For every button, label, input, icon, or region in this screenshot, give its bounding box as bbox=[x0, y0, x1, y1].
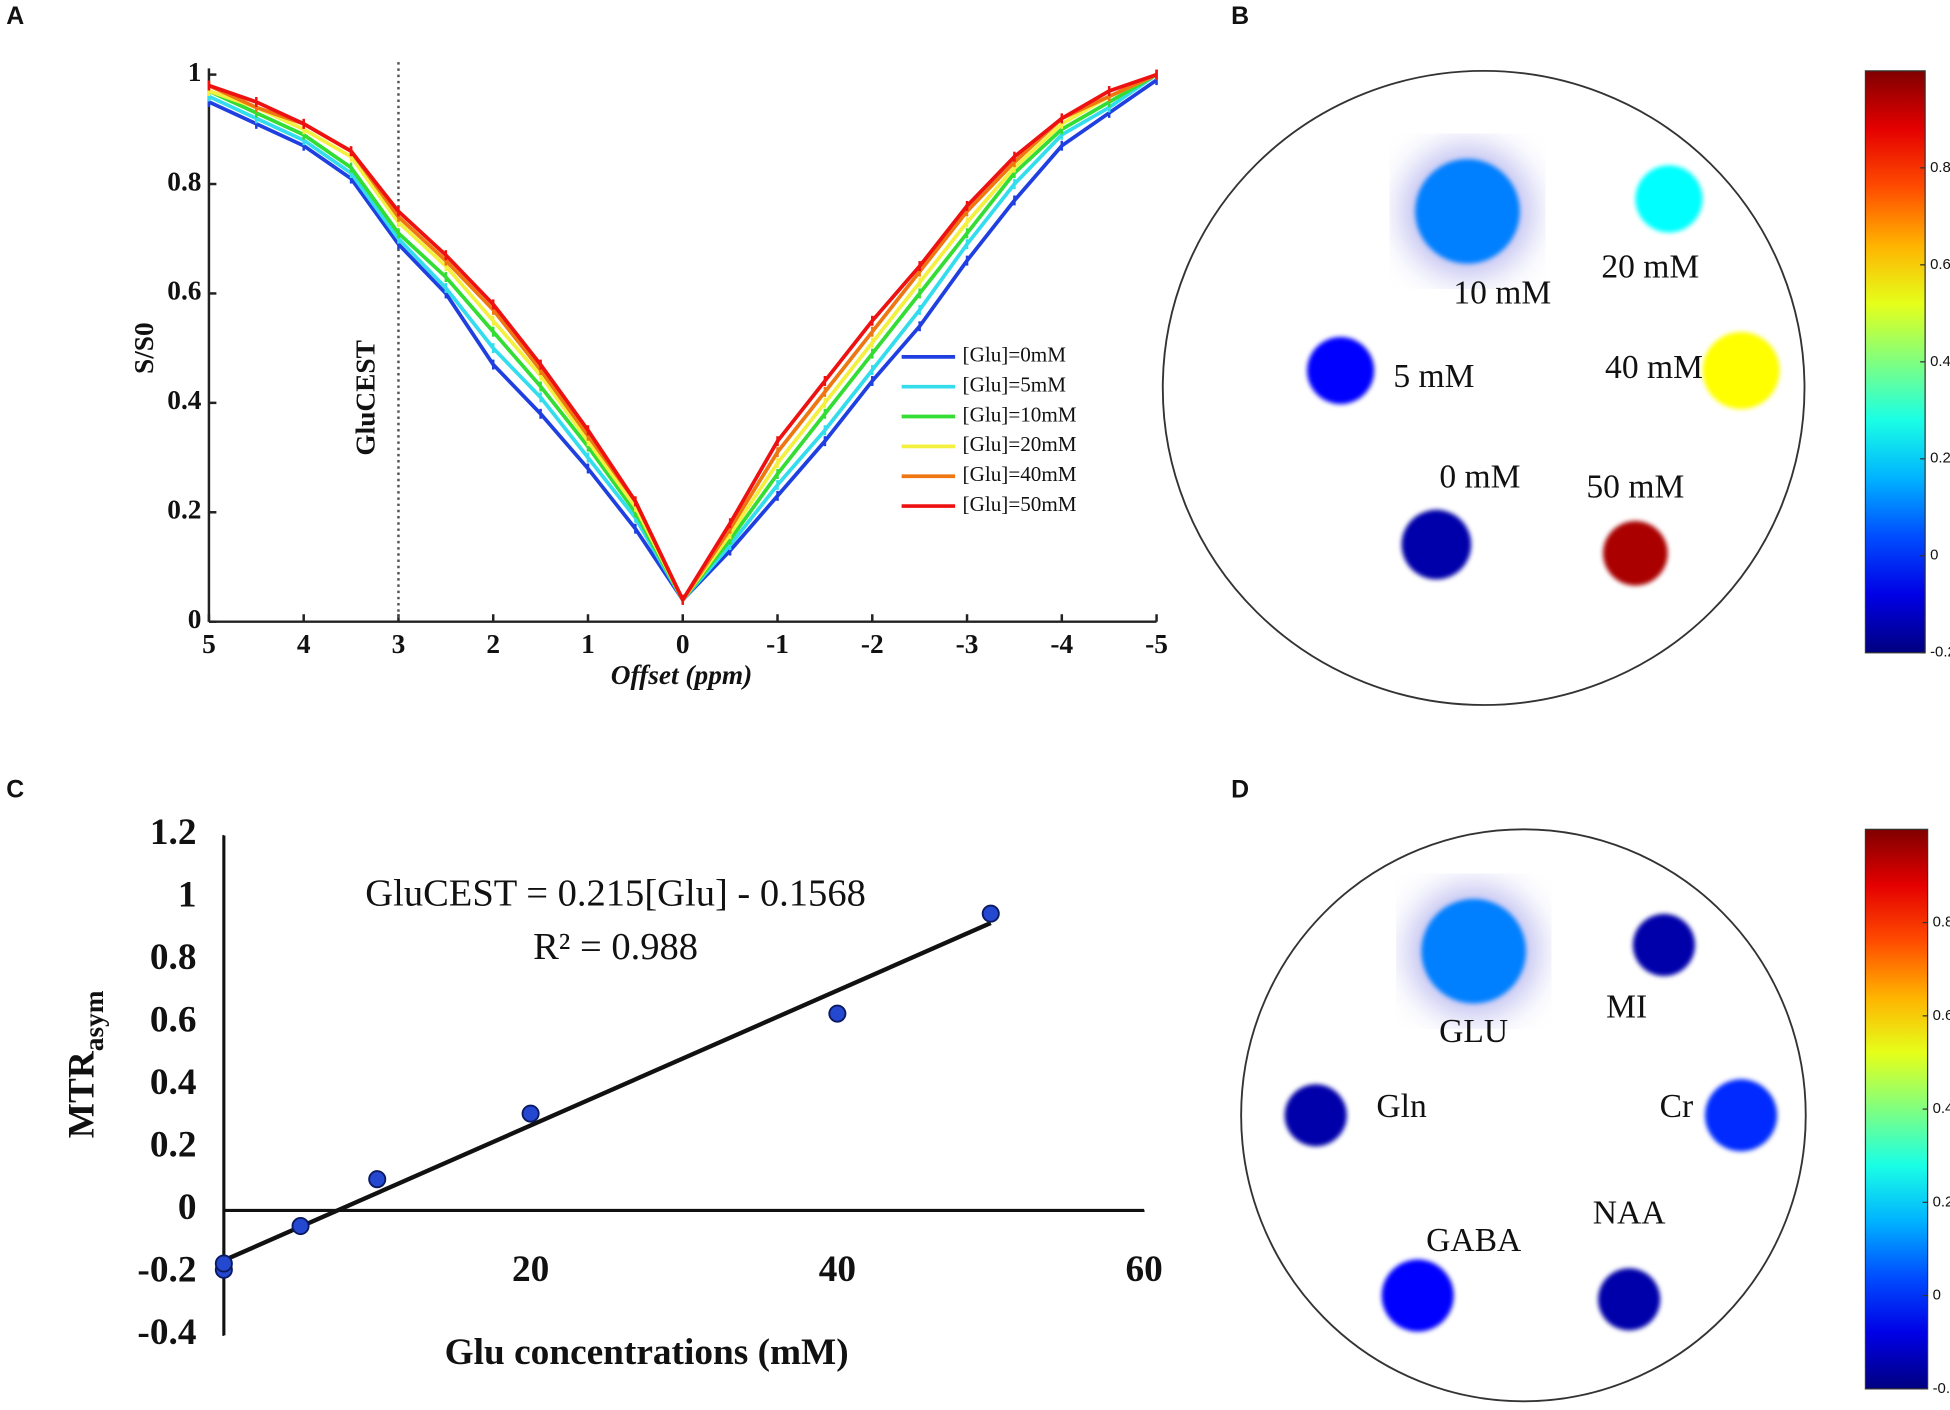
vial-label: MI bbox=[1606, 988, 1647, 1025]
vial bbox=[1632, 913, 1696, 977]
y-tick-label: 0.2 bbox=[167, 495, 201, 525]
colorbar-tick-label: 0 bbox=[1930, 547, 1938, 564]
legend-label: [Glu]=40mM bbox=[963, 462, 1077, 486]
data-point bbox=[521, 1104, 540, 1123]
colorbar-tick-label: 0.2 bbox=[1933, 1193, 1950, 1210]
x-tick-label: 5 bbox=[202, 629, 216, 659]
data-point bbox=[291, 1217, 310, 1236]
y-tick-label: 0.6 bbox=[150, 1000, 197, 1041]
vial-label: 10 mM bbox=[1453, 275, 1551, 312]
panel-label: B bbox=[1231, 2, 1249, 30]
vial-label: 0 mM bbox=[1439, 459, 1520, 496]
colorbar-tick-label: 0.6 bbox=[1933, 1007, 1950, 1024]
data-point bbox=[214, 1254, 233, 1273]
x-axis-label: Glu concentrations (mM) bbox=[445, 1332, 849, 1373]
colorbar-tick-label: 0.8 bbox=[1930, 159, 1950, 176]
x-tick-label: 60 bbox=[1125, 1249, 1162, 1290]
legend-label: [Glu]=5mM bbox=[963, 373, 1067, 397]
colorbar-tick-label: 0.6 bbox=[1930, 256, 1950, 273]
vial-label: 50 mM bbox=[1586, 469, 1684, 506]
vial-label: NAA bbox=[1593, 1195, 1666, 1232]
x-tick-label: -4 bbox=[1050, 629, 1073, 659]
colorbar-tick-label: -0.2 bbox=[1933, 1380, 1950, 1397]
y-tick-label: -0.4 bbox=[137, 1312, 196, 1353]
colorbar-tick-label: 0.4 bbox=[1930, 353, 1950, 370]
y-axis-label-sub: asym bbox=[79, 990, 109, 1051]
colorbar bbox=[1864, 70, 1926, 654]
vial bbox=[1284, 1084, 1347, 1147]
x-tick-label: -3 bbox=[956, 629, 979, 659]
phantom-outline bbox=[1240, 828, 1807, 1403]
y-tick-label: 0.4 bbox=[167, 385, 202, 415]
y-tick-label: 0.8 bbox=[167, 166, 201, 196]
vial-label: Gln bbox=[1376, 1088, 1427, 1125]
vial-label: 20 mM bbox=[1601, 249, 1699, 286]
x-tick-label: 4 bbox=[297, 629, 311, 659]
r-squared: R² = 0.988 bbox=[533, 926, 698, 968]
y-tick-label: 0.8 bbox=[150, 937, 197, 978]
x-tick-label: -1 bbox=[766, 629, 789, 659]
colorbar bbox=[1864, 828, 1929, 1390]
colorbar-tick-label: 0.8 bbox=[1933, 914, 1950, 931]
vial-label: 40 mM bbox=[1605, 349, 1703, 386]
vial-label: Cr bbox=[1660, 1088, 1694, 1125]
y-tick-label: 0 bbox=[178, 1187, 197, 1228]
y-tick-label: 1.2 bbox=[150, 812, 197, 853]
y-tick-label: 1 bbox=[188, 57, 202, 87]
vial bbox=[1415, 159, 1520, 264]
x-tick-label: 2 bbox=[486, 629, 500, 659]
vial bbox=[1421, 898, 1526, 1004]
vial-label: GLU bbox=[1439, 1013, 1508, 1050]
x-tick-label: 20 bbox=[512, 1249, 549, 1290]
legend-label: [Glu]=50mM bbox=[963, 492, 1077, 516]
vial bbox=[1381, 1259, 1454, 1332]
x-tick-label: 0 bbox=[676, 629, 690, 659]
data-point bbox=[981, 904, 1000, 923]
panel-label: A bbox=[6, 2, 24, 30]
y-tick-label: 1 bbox=[178, 875, 197, 916]
y-tick-label: 0.4 bbox=[150, 1062, 197, 1103]
colorbar-tick-label: 0 bbox=[1933, 1287, 1941, 1304]
vial bbox=[1307, 336, 1375, 405]
x-tick-label: 1 bbox=[581, 629, 595, 659]
y-tick-label: 0.2 bbox=[150, 1125, 197, 1166]
vial-label: GABA bbox=[1426, 1222, 1521, 1259]
phantom-outline bbox=[1161, 69, 1806, 706]
panel-label: C bbox=[6, 775, 24, 803]
y-tick-label: 0 bbox=[188, 604, 202, 634]
data-point bbox=[368, 1170, 387, 1189]
vial bbox=[1603, 520, 1668, 586]
x-tick-label: -5 bbox=[1145, 629, 1168, 659]
colorbar-tick-label: 0.2 bbox=[1930, 450, 1950, 467]
y-axis-label: S/S0 bbox=[129, 322, 159, 374]
x-tick-label: -2 bbox=[861, 629, 884, 659]
vial bbox=[1598, 1268, 1661, 1331]
x-axis-label: Offset (ppm) bbox=[611, 660, 753, 690]
equation: GluCEST = 0.215[Glu] - 0.1568 bbox=[365, 872, 866, 914]
y-tick-label: 0.6 bbox=[167, 276, 201, 306]
x-tick-label: 3 bbox=[392, 629, 406, 659]
legend-label: [Glu]=0mM bbox=[963, 343, 1067, 367]
marker-label: GluCEST bbox=[350, 340, 380, 456]
vial bbox=[1401, 509, 1472, 580]
data-point bbox=[828, 1004, 847, 1023]
x-tick-label: 40 bbox=[819, 1249, 856, 1290]
y-axis-label: MTRasym bbox=[61, 990, 109, 1138]
colorbar-tick-label: -0.2 bbox=[1930, 644, 1950, 661]
legend-label: [Glu]=10mM bbox=[963, 402, 1077, 426]
panel-label: D bbox=[1231, 775, 1249, 803]
y-axis-label-main: MTR bbox=[61, 1050, 102, 1138]
vial bbox=[1635, 165, 1703, 233]
trend-line bbox=[222, 921, 992, 1263]
vial bbox=[1702, 331, 1780, 410]
legend-label: [Glu]=20mM bbox=[963, 432, 1077, 456]
vial-label: 5 mM bbox=[1393, 358, 1474, 395]
colorbar-tick-label: 0.4 bbox=[1933, 1100, 1950, 1117]
y-tick-label: -0.2 bbox=[137, 1249, 196, 1290]
vial bbox=[1705, 1079, 1778, 1152]
